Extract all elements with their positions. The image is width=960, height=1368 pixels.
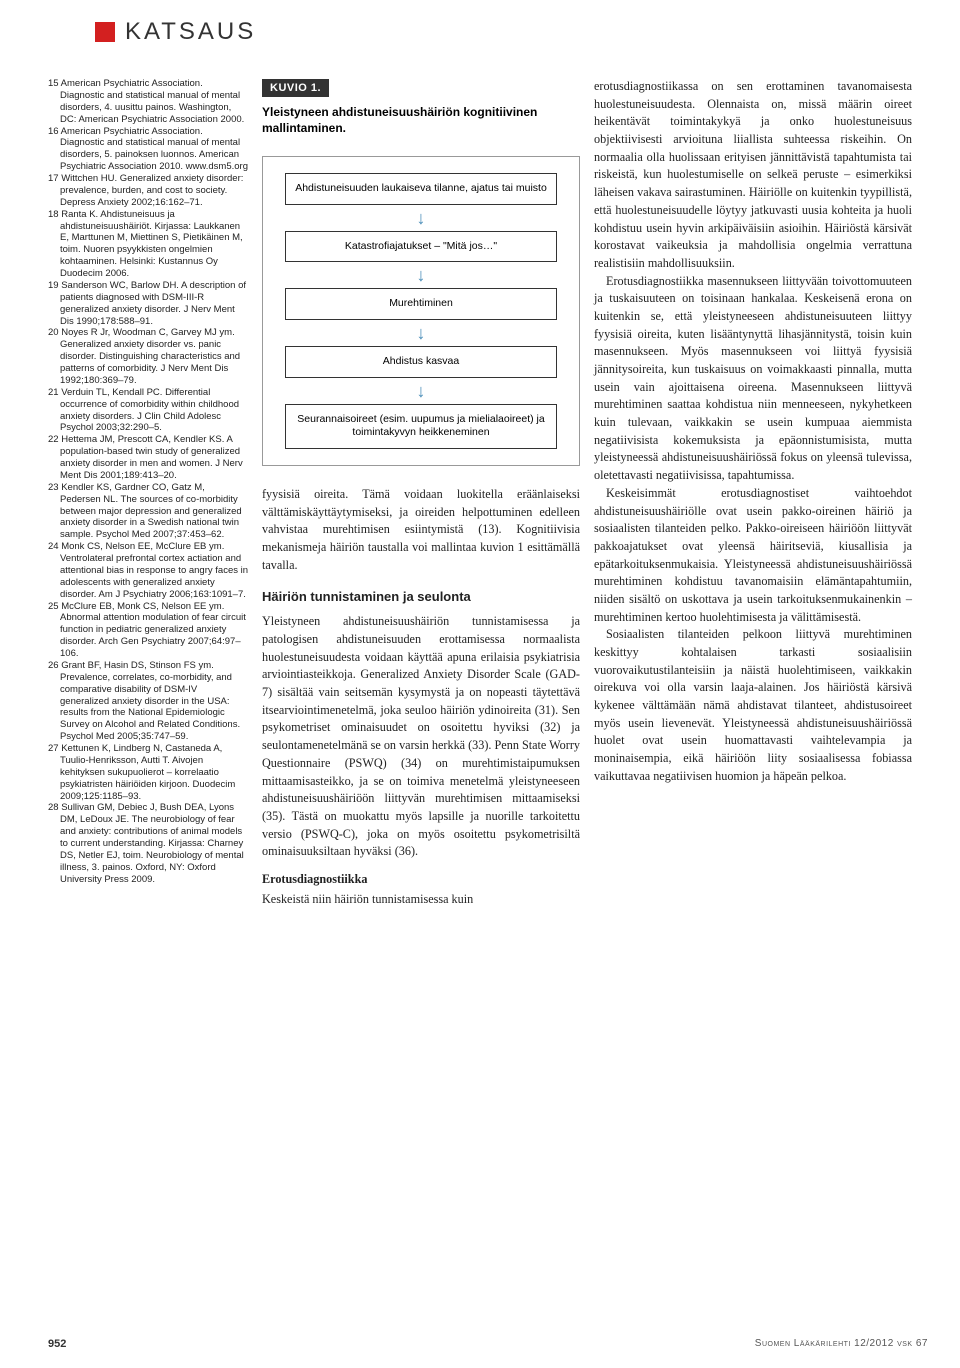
paragraph: Keskeisimmät erotusdiagnostiset vaihtoeh… (594, 485, 912, 627)
page-number: 952 (48, 1338, 66, 1350)
page-footer: 952 Suomen Lääkärilehti 12/2012 vsk 67 (48, 1338, 928, 1350)
reference-item: 27 Kettunen K, Lindberg N, Castaneda A, … (48, 743, 248, 802)
references-column: 15 American Psychiatric Association. Dia… (48, 78, 248, 908)
page-body: 15 American Psychiatric Association. Dia… (48, 78, 928, 908)
paragraph: Yleistyneen ahdistuneisuushäiriön tunnis… (262, 613, 580, 861)
section-subheading: Erotusdiagnostiikka (262, 871, 580, 889)
flow-node: Ahdistuneisuuden laukaiseva tilanne, aja… (285, 173, 557, 205)
reference-item: 16 American Psychiatric Association. Dia… (48, 126, 248, 174)
flow-node: Seurannaisoireet (esim. uupumus ja mieli… (285, 404, 557, 449)
reference-item: 17 Wittchen HU. Generalized anxiety diso… (48, 173, 248, 209)
figure-title: Yleistyneen ahdistuneisuushäiriön kognit… (262, 105, 580, 136)
flowchart: Ahdistuneisuuden laukaiseva tilanne, aja… (262, 156, 580, 466)
page-header: KATSAUS (95, 18, 256, 46)
reference-item: 26 Grant BF, Hasin DS, Stinson FS ym. Pr… (48, 660, 248, 743)
arrow-down-icon: ↓ (273, 209, 569, 227)
figure-label: KUVIO 1. (262, 79, 329, 97)
paragraph: Sosiaalisten tilanteiden pelkoon liittyv… (594, 626, 912, 785)
reference-item: 28 Sullivan GM, Debiec J, Bush DEA, Lyon… (48, 802, 248, 885)
paragraph: Erotusdiagnostiikka masennukseen liittyv… (594, 273, 912, 485)
paragraph: Keskeistä niin häiriön tunnistamisessa k… (262, 891, 580, 909)
reference-item: 21 Verduin TL, Kendall PC. Differential … (48, 387, 248, 435)
paragraph: fyysisiä oireita. Tämä voidaan luokitell… (262, 486, 580, 574)
reference-item: 18 Ranta K. Ahdistuneisuus ja ahdistunei… (48, 209, 248, 280)
category-label: KATSAUS (125, 18, 256, 46)
main-columns: KUVIO 1. Yleistyneen ahdistuneisuushäiri… (262, 78, 912, 908)
flow-node: Katastrofiajatukset – "Mitä jos…" (285, 231, 557, 263)
arrow-down-icon: ↓ (273, 382, 569, 400)
reference-item: 15 American Psychiatric Association. Dia… (48, 78, 248, 126)
body-text-right: erotusdiagnostiikassa on sen erottaminen… (594, 78, 912, 786)
reference-item: 20 Noyes R Jr, Woodman C, Garvey MJ ym. … (48, 327, 248, 386)
journal-citation: Suomen Lääkärilehti 12/2012 vsk 67 (755, 1338, 928, 1350)
paragraph: erotusdiagnostiikassa on sen erottaminen… (594, 78, 912, 273)
reference-item: 19 Sanderson WC, Barlow DH. A descriptio… (48, 280, 248, 328)
reference-item: 24 Monk CS, Nelson EE, McClure EB ym. Ve… (48, 541, 248, 600)
reference-item: 23 Kendler KS, Gardner CO, Gatz M, Peder… (48, 482, 248, 541)
flow-node: Murehtiminen (285, 288, 557, 320)
column-right: erotusdiagnostiikassa on sen erottaminen… (594, 78, 912, 908)
reference-item: 22 Hettema JM, Prescott CA, Kendler KS. … (48, 434, 248, 482)
arrow-down-icon: ↓ (273, 324, 569, 342)
column-left: KUVIO 1. Yleistyneen ahdistuneisuushäiri… (262, 78, 580, 908)
reference-item: 25 McClure EB, Monk CS, Nelson EE ym. Ab… (48, 601, 248, 660)
category-marker-icon (95, 22, 115, 42)
body-text-left: fyysisiä oireita. Tämä voidaan luokitell… (262, 486, 580, 908)
section-heading: Häiriön tunnistaminen ja seulonta (262, 588, 580, 607)
arrow-down-icon: ↓ (273, 266, 569, 284)
flow-node: Ahdistus kasvaa (285, 346, 557, 378)
